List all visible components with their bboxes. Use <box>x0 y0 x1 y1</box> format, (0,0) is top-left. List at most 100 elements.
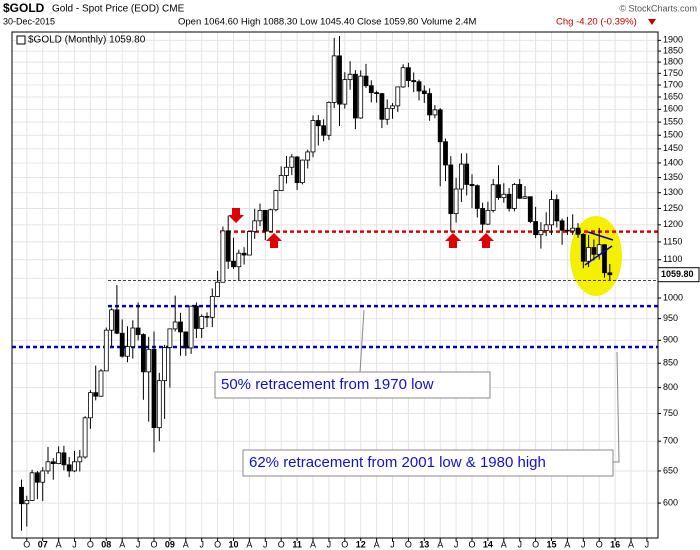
candle-body <box>183 331 189 349</box>
candle-body <box>543 224 549 231</box>
candle-body <box>77 456 83 463</box>
candle-body <box>405 67 411 81</box>
candle-body <box>103 329 109 372</box>
candle-body <box>416 81 422 92</box>
x-tick-label: O <box>405 539 412 549</box>
plot-frame <box>11 31 659 539</box>
y-tick-label: 1550 <box>663 116 683 126</box>
candle-body <box>411 80 417 83</box>
candle-body <box>215 281 221 297</box>
candle-body <box>93 392 99 397</box>
candle-body <box>130 327 136 348</box>
x-tick-label: A <box>374 539 380 549</box>
candle-body <box>29 472 35 501</box>
candle-body <box>66 464 72 472</box>
candle-body <box>56 452 61 464</box>
candle-body <box>352 73 358 119</box>
y-tick-label: 1150 <box>663 236 682 246</box>
candle-body <box>135 327 141 335</box>
x-tick-label: A <box>119 539 125 549</box>
x-tick-label: J <box>136 539 141 549</box>
candle-body <box>469 184 475 187</box>
y-tick-label: 1000 <box>663 292 683 302</box>
x-tick-label: 12 <box>356 539 366 549</box>
candle-body <box>35 472 40 483</box>
x-tick-label: A <box>183 539 189 549</box>
x-tick-label: 15 <box>546 539 556 549</box>
candle-body <box>50 461 56 464</box>
candle-body <box>522 196 528 199</box>
candle-body <box>188 305 194 349</box>
y-tick-label: 950 <box>663 313 678 323</box>
x-tick-label: A <box>628 539 634 549</box>
candle-body <box>464 163 470 185</box>
levels <box>12 230 658 349</box>
candle-body <box>586 247 591 262</box>
y-tick-label: 1900 <box>663 35 683 45</box>
annotation-box <box>214 371 491 399</box>
y-tick-label: 750 <box>663 408 678 418</box>
candle-body <box>231 260 236 268</box>
candle-body <box>193 305 199 329</box>
x-tick-label: A <box>564 539 570 549</box>
candle-body <box>278 175 284 191</box>
candle-body <box>299 159 305 184</box>
candle-body <box>162 347 168 382</box>
candle-body <box>448 164 454 215</box>
x-tick-label: 11 <box>292 539 302 549</box>
y-tick-label: 1800 <box>663 56 683 66</box>
candle-body <box>40 470 46 483</box>
candle-body <box>289 156 295 168</box>
x-tick-label: O <box>532 539 539 549</box>
candle-body <box>220 230 226 283</box>
candle-body <box>443 141 448 166</box>
candle-body <box>146 348 152 373</box>
candle-body <box>140 334 146 373</box>
y-tick-label: 1750 <box>663 68 683 78</box>
candle-body <box>326 101 332 136</box>
candle-body <box>45 461 51 472</box>
y-tick-label: 1350 <box>663 172 683 182</box>
candle-body <box>178 321 183 333</box>
candle-body <box>257 209 263 222</box>
candle-body <box>421 90 427 95</box>
candle-body <box>273 190 279 211</box>
last-price-label: 1059.80 <box>661 269 694 279</box>
candle-body <box>315 120 321 127</box>
candle-body <box>379 93 385 120</box>
candle-body <box>474 185 480 209</box>
candle-body <box>284 166 289 176</box>
candle-body <box>241 252 247 256</box>
flag-lines <box>584 231 614 266</box>
annotation-box <box>242 449 614 477</box>
y-tick-label: 1400 <box>663 157 683 167</box>
candle-body <box>199 316 205 329</box>
candle-body <box>342 79 348 105</box>
candle-body <box>480 208 486 225</box>
candle-body <box>580 233 586 262</box>
candle-body <box>363 75 369 87</box>
candle-body <box>294 156 300 184</box>
y-tick-label: 650 <box>663 465 678 475</box>
annotation: 50% retracement from 1970 low <box>221 376 434 393</box>
y-tick-label: 850 <box>663 358 678 368</box>
y-tick-label: 1250 <box>663 203 683 213</box>
x-tick-label: J <box>454 539 459 549</box>
x-tick-label: A <box>246 539 252 549</box>
x-tick-label: J <box>199 539 204 549</box>
candle-body <box>395 86 401 107</box>
candle-body <box>554 199 560 222</box>
candle-body <box>98 370 104 397</box>
y-tick-label: 1600 <box>663 104 683 114</box>
legend-icon <box>16 35 26 45</box>
candle-body <box>559 220 565 231</box>
candle-body <box>374 92 380 95</box>
candle-body <box>565 229 570 232</box>
candle-body <box>24 500 30 505</box>
x-tick-label: J <box>517 539 522 549</box>
last-price-box <box>657 267 700 283</box>
candle-body <box>125 346 130 357</box>
candle-body <box>506 193 512 209</box>
candle-body <box>262 209 268 232</box>
